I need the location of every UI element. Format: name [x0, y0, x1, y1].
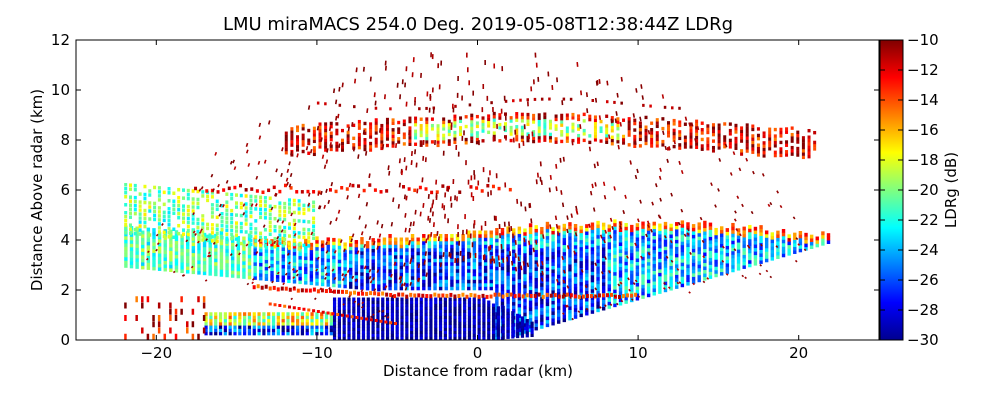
chart-title: LMU miraMACS 254.0 Deg. 2019-05-08T12:38… — [223, 14, 733, 35]
colorbar-axis: −30 −28 −26 −24 −22 −20 −18 −16 −14 −12 −10 — [880, 31, 939, 349]
slant-left-band — [124, 183, 316, 251]
y-tick-label: 8 — [60, 131, 70, 149]
scattered-clutter — [146, 52, 807, 321]
y-tick-label: 0 — [60, 331, 70, 349]
upper-layer — [284, 97, 817, 160]
colorbar-tick-label: −16 — [907, 121, 939, 139]
x-tick-label: −10 — [301, 344, 333, 362]
colorbar-tick-label: −30 — [907, 331, 939, 349]
y-tick-label: 4 — [60, 231, 70, 249]
y-tick-label: 6 — [60, 181, 70, 199]
colorbar-tick-label: −10 — [907, 31, 939, 49]
x-tick-label: 20 — [789, 344, 808, 362]
x-tick-label: 10 — [629, 344, 648, 362]
y-tick-label: 2 — [60, 281, 70, 299]
y-axis: 0 2 4 6 8 10 12 — [51, 31, 879, 349]
melting-band — [252, 284, 638, 325]
colorbar-tick-label: −18 — [907, 151, 939, 169]
colorbar-tick-label: −22 — [907, 211, 939, 229]
low-level-depolarization — [124, 296, 534, 340]
y-axis-label: Distance Above radar (km) — [28, 89, 46, 291]
plot-area — [124, 52, 831, 340]
colorbar-tick-label: −24 — [907, 241, 939, 259]
x-tick-label: −20 — [140, 344, 172, 362]
x-axis-label: Distance from radar (km) — [383, 362, 573, 380]
y-tick-label: 10 — [51, 81, 70, 99]
x-axis: −20 −10 0 10 20 — [140, 40, 808, 362]
mid-band-6km — [194, 183, 512, 195]
colorbar-label: LDRg (dB) — [942, 152, 960, 228]
colorbar-tick-label: −20 — [907, 181, 939, 199]
x-tick-label: 0 — [473, 344, 483, 362]
colorbar-tick-label: −26 — [907, 271, 939, 289]
y-tick-label: 12 — [51, 31, 70, 49]
colorbar-tick-label: −12 — [907, 61, 939, 79]
colorbar-tick-label: −14 — [907, 91, 939, 109]
colorbar-tick-label: −28 — [907, 301, 939, 319]
